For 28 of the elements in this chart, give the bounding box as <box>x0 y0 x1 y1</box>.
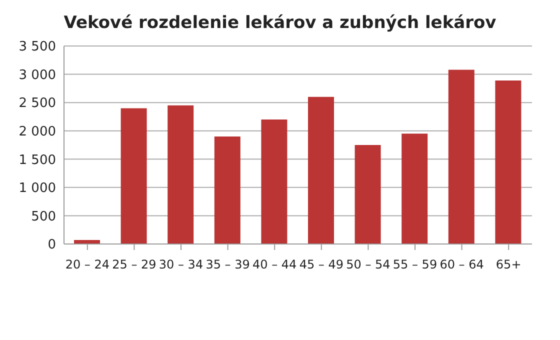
bar <box>495 80 522 244</box>
y-tick-label: 1 000 <box>18 181 56 196</box>
y-tick-label: 2 000 <box>18 124 56 140</box>
x-tick-label: 50 – 54 <box>346 258 390 272</box>
y-tick-label: 3 500 <box>18 40 56 55</box>
x-tick-label: 30 – 34 <box>158 258 204 272</box>
x-tick-label: 20 – 24 <box>65 258 110 272</box>
bar <box>214 136 240 244</box>
x-tick-label: 60 – 64 <box>440 258 484 272</box>
chart-title: Vekové rozdelenie lekárov a zubných lekárov <box>62 12 498 35</box>
bar <box>120 108 147 244</box>
bar <box>448 70 474 244</box>
y-tick-label: 0 <box>48 238 56 253</box>
x-tick-label: 45 – 49 <box>299 258 344 272</box>
bar <box>308 96 334 244</box>
x-tick-label: 35 – 39 <box>206 258 250 272</box>
y-tick-label: 500 <box>31 209 56 224</box>
bar <box>354 145 381 244</box>
y-tick-label: 1 500 <box>18 152 56 168</box>
x-tick-label: 55 – 59 <box>392 258 438 272</box>
bar <box>402 134 428 244</box>
x-tick-label: 40 – 44 <box>252 258 297 272</box>
y-tick-label: 2 500 <box>18 96 56 112</box>
x-tick-label: 25 – 29 <box>112 258 156 272</box>
y-tick-label: 3 000 <box>18 68 56 83</box>
bar <box>261 120 288 244</box>
bar <box>168 105 194 244</box>
x-tick-label: 65+ <box>496 258 522 272</box>
